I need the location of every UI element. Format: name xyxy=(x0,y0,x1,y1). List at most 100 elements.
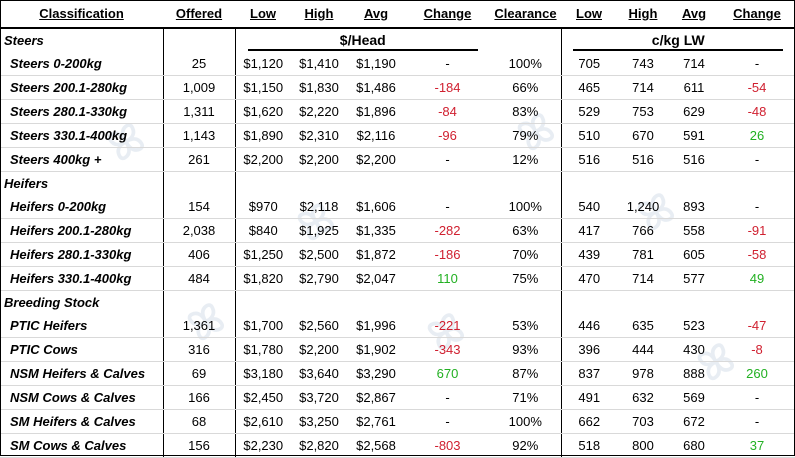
classification-cell: NSM Heifers & Calves xyxy=(0,361,164,386)
change-kg-cell: - xyxy=(719,147,795,172)
clearance-cell: 87% xyxy=(490,361,562,386)
high-kg-cell: 753 xyxy=(617,99,669,124)
avg-cell: $1,190 xyxy=(347,52,405,76)
low-cell: $1,700 xyxy=(235,314,291,338)
clearance-cell: 71% xyxy=(490,385,562,410)
avg-cell: $2,867 xyxy=(347,385,405,410)
low-cell: $1,620 xyxy=(235,99,291,124)
classification-cell: Steers 280.1-330kg xyxy=(0,99,164,124)
col-low-kg: Low xyxy=(561,0,617,29)
high-kg-cell: 516 xyxy=(617,147,669,172)
low-kg-cell: 439 xyxy=(561,242,617,267)
avg-kg-cell: 430 xyxy=(669,337,719,362)
low-kg-cell: 662 xyxy=(561,409,617,434)
low-cell: $1,250 xyxy=(235,242,291,267)
high-cell: $2,820 xyxy=(291,433,347,458)
table-row: Heifers 330.1-400kg 484 $1,820 $2,790 $2,047… xyxy=(0,266,795,291)
avg-cell: $1,486 xyxy=(347,75,405,100)
change-cell: - xyxy=(405,409,490,434)
clearance-cell: 63% xyxy=(490,218,562,243)
avg-kg-cell: 629 xyxy=(669,99,719,124)
change-cell: -184 xyxy=(405,75,490,100)
high-kg-cell: 766 xyxy=(617,218,669,243)
avg-kg-cell: 591 xyxy=(669,123,719,148)
col-change: Change xyxy=(405,0,490,29)
change-cell: - xyxy=(405,147,490,172)
avg-kg-cell: 577 xyxy=(669,266,719,291)
offered-cell: 25 xyxy=(163,52,236,76)
low-kg-cell: 518 xyxy=(561,433,617,458)
section-label: Heifers xyxy=(0,171,164,195)
section-label: Steers xyxy=(0,28,164,52)
classification-cell: Steers 0-200kg xyxy=(0,52,164,76)
clearance-cell: 93% xyxy=(490,337,562,362)
high-kg-cell: 800 xyxy=(617,433,669,458)
low-cell: $1,780 xyxy=(235,337,291,362)
classification-cell: SM Cows & Calves xyxy=(0,433,164,458)
table-row: Heifers 280.1-330kg 406 $1,250 $2,500 $1,872… xyxy=(0,242,795,267)
high-kg-cell: 635 xyxy=(617,314,669,338)
classification-cell: Heifers 200.1-280kg xyxy=(0,218,164,243)
col-high: High xyxy=(291,0,347,29)
change-cell: - xyxy=(405,52,490,76)
avg-cell: $3,290 xyxy=(347,361,405,386)
clearance-cell: 92% xyxy=(490,433,562,458)
high-cell: $2,118 xyxy=(291,195,347,219)
col-low: Low xyxy=(235,0,291,29)
avg-cell: $1,902 xyxy=(347,337,405,362)
col-high-kg: High xyxy=(617,0,669,29)
change-kg-cell: 260 xyxy=(719,361,795,386)
avg-kg-cell: 611 xyxy=(669,75,719,100)
low-kg-cell: 837 xyxy=(561,361,617,386)
table-row: Heifers 0-200kg 154 $970 $2,118 $1,606-100% 5… xyxy=(0,195,795,219)
table-row: Steers 400kg +261 $2,200 $2,200 $2,200-12% 5… xyxy=(0,147,795,172)
avg-cell: $1,606 xyxy=(347,195,405,219)
clearance-cell: 100% xyxy=(490,409,562,434)
low-kg-cell: 470 xyxy=(561,266,617,291)
low-kg-cell: 510 xyxy=(561,123,617,148)
avg-kg-cell: 888 xyxy=(669,361,719,386)
avg-kg-cell: 605 xyxy=(669,242,719,267)
high-cell: $1,410 xyxy=(291,52,347,76)
clearance-cell: 12% xyxy=(490,147,562,172)
col-classification: Classification xyxy=(0,0,163,29)
col-clearance: Clearance xyxy=(490,0,561,29)
offered-cell: 1,143 xyxy=(163,123,236,148)
avg-kg-cell: 558 xyxy=(669,218,719,243)
change-kg-cell: 37 xyxy=(719,433,795,458)
low-kg-cell: 705 xyxy=(561,52,617,76)
high-kg-cell: 781 xyxy=(617,242,669,267)
avg-kg-cell: 680 xyxy=(669,433,719,458)
avg-cell: $1,872 xyxy=(347,242,405,267)
low-cell: $970 xyxy=(235,195,291,219)
low-cell: $2,230 xyxy=(235,433,291,458)
table-row: Steers 330.1-400kg 1,143 $1,890 $2,310 $2,11… xyxy=(0,123,795,148)
change-cell: 110 xyxy=(405,266,490,291)
change-cell: -282 xyxy=(405,218,490,243)
low-cell: $1,820 xyxy=(235,266,291,291)
high-cell: $3,640 xyxy=(291,361,347,386)
clearance-cell: 79% xyxy=(490,123,562,148)
high-cell: $2,790 xyxy=(291,266,347,291)
offered-cell: 406 xyxy=(163,242,236,267)
table-row: Heifers 200.1-280kg 2,038 $840 $1,925 $1,335… xyxy=(0,218,795,243)
classification-cell: SM Heifers & Calves xyxy=(0,409,164,434)
header-row: Classification Offered Low High Avg Chan… xyxy=(0,0,795,29)
high-kg-cell: 703 xyxy=(617,409,669,434)
offered-cell: 166 xyxy=(163,385,236,410)
table-row: Steers 200.1-280kg 1,009 $1,150 $1,830 $1,48… xyxy=(0,75,795,100)
high-cell: $1,925 xyxy=(291,218,347,243)
classification-cell: Steers 330.1-400kg xyxy=(0,123,164,148)
low-cell: $2,610 xyxy=(235,409,291,434)
low-kg-cell: 417 xyxy=(561,218,617,243)
low-cell: $1,120 xyxy=(235,52,291,76)
classification-cell: PTIC Heifers xyxy=(0,314,164,338)
change-cell: -84 xyxy=(405,99,490,124)
high-cell: $2,310 xyxy=(291,123,347,148)
table-row: SM Heifers & Calves 68 $2,610 $3,250 $2,761-… xyxy=(0,409,795,434)
offered-cell: 261 xyxy=(163,147,236,172)
classification-cell: Heifers 0-200kg xyxy=(0,195,164,219)
high-cell: $2,560 xyxy=(291,314,347,338)
offered-cell: 1,311 xyxy=(163,99,236,124)
classification-cell: Steers 400kg + xyxy=(0,147,164,172)
